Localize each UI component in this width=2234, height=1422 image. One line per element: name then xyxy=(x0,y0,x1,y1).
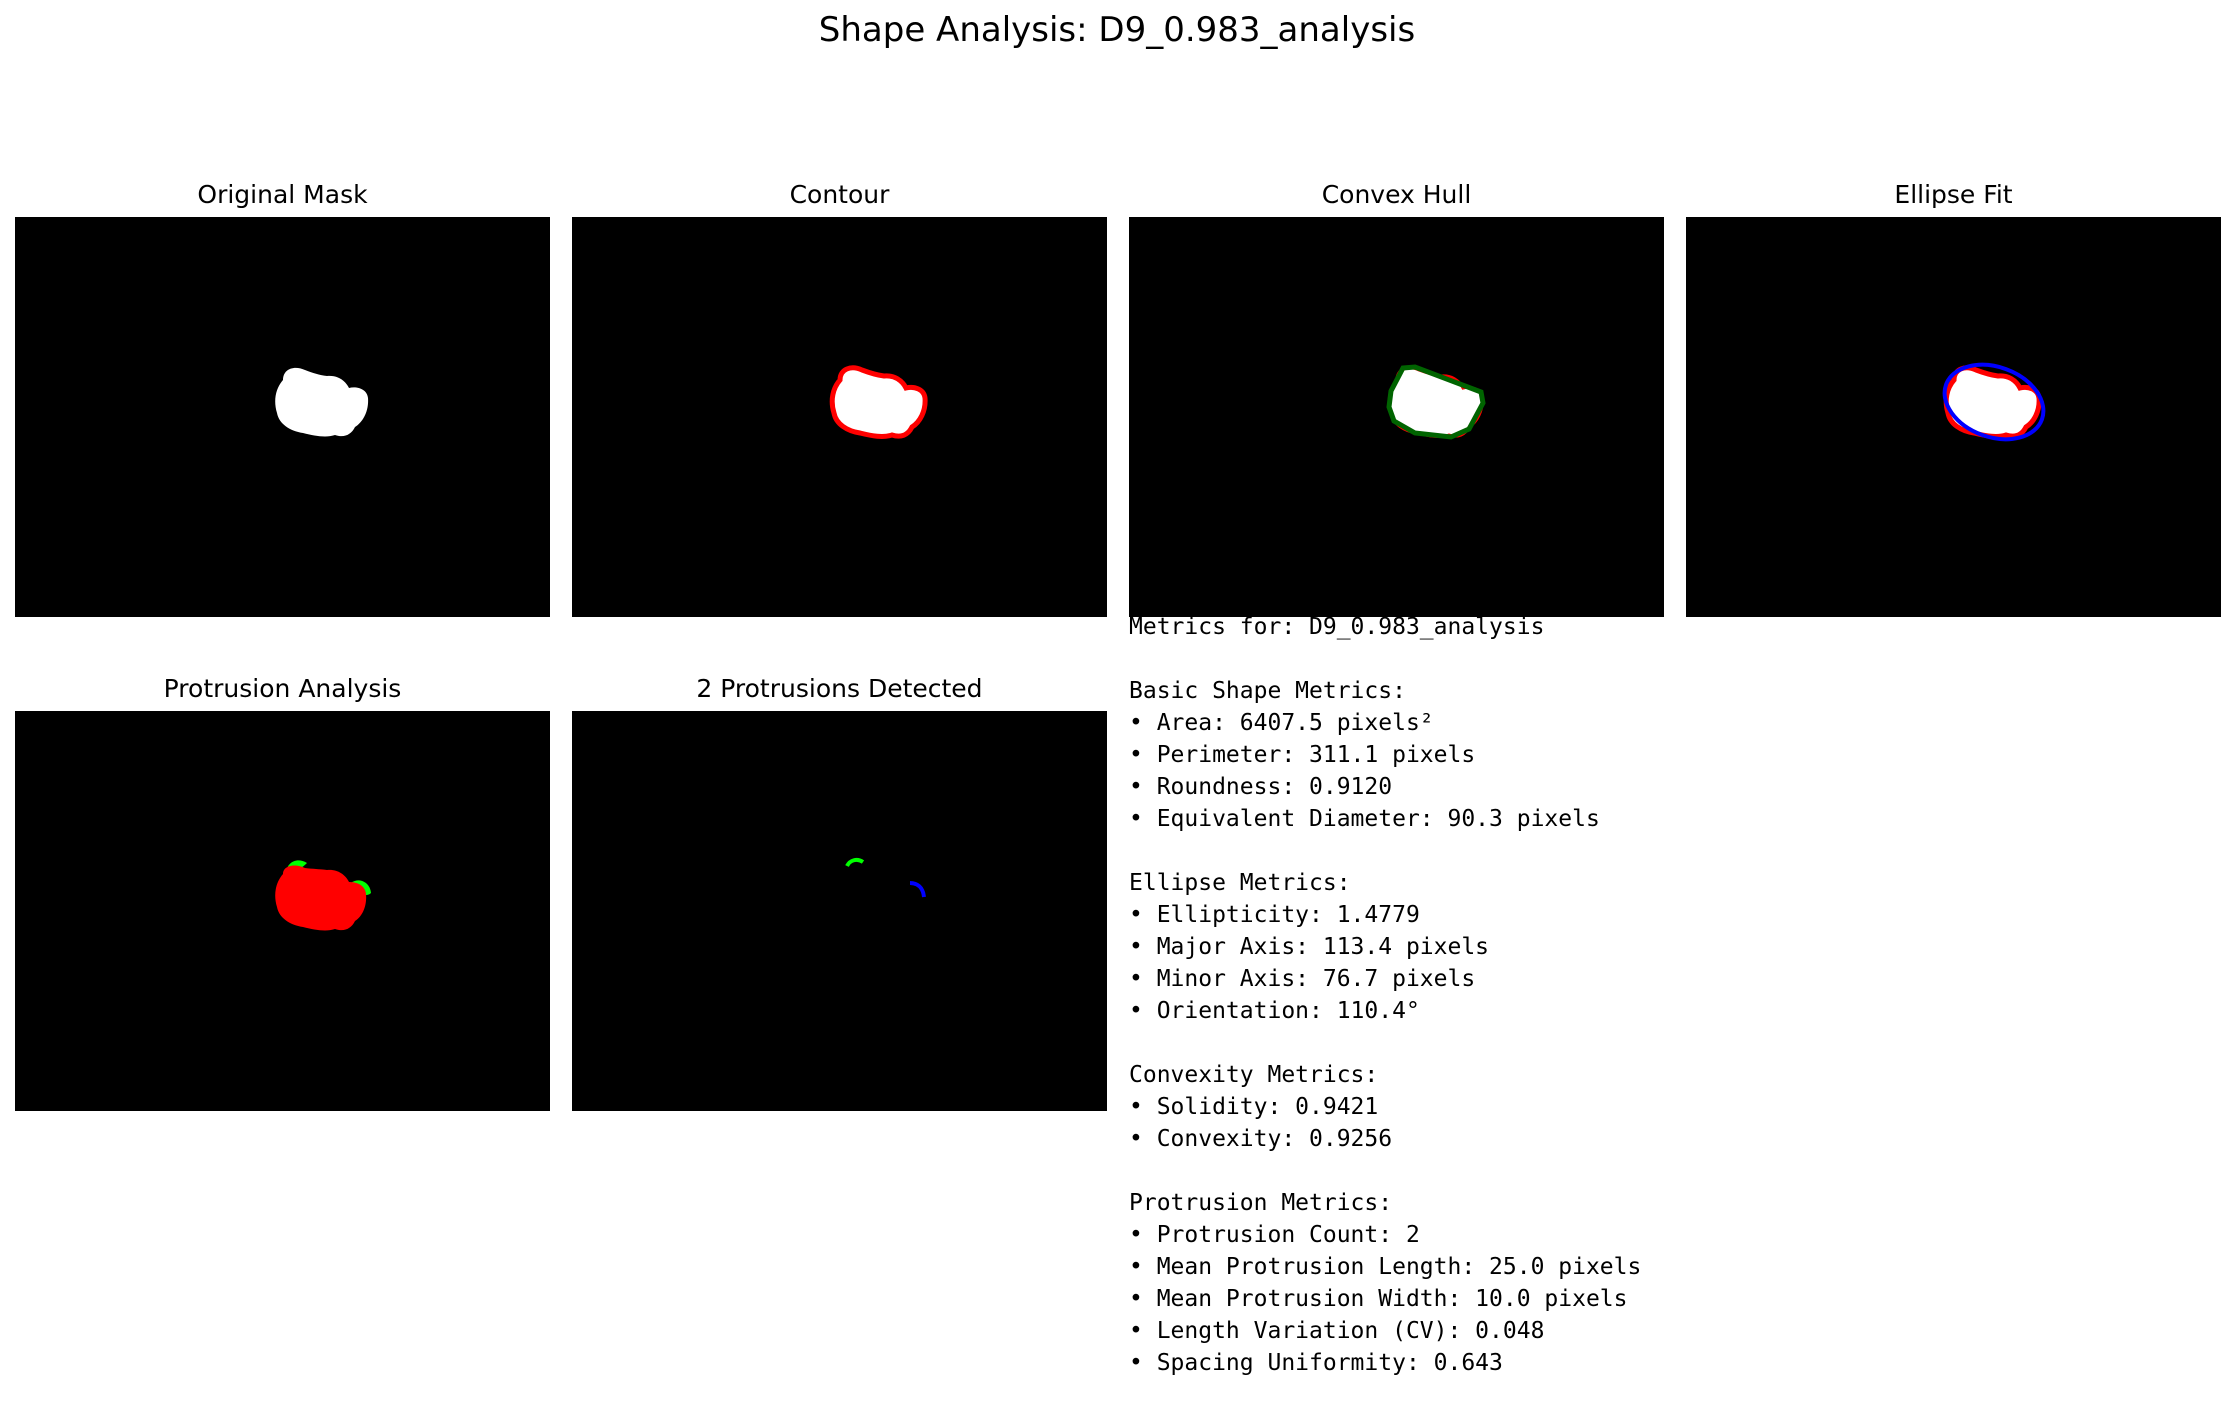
convexity-metrics-title: Convexity Metrics: xyxy=(1129,1062,1379,1088)
ellipse-mask-blob xyxy=(1943,365,2042,439)
mask-blob xyxy=(275,367,369,437)
metric-perimeter: • Perimeter: 311.1 pixels xyxy=(1129,742,1476,768)
metric-spacing-uniformity: • Spacing Uniformity: 0.643 xyxy=(1129,1350,1503,1376)
metric-mean-protrusion-width: • Mean Protrusion Width: 10.0 pixels xyxy=(1129,1286,1628,1312)
detected-protrusion-1 xyxy=(845,857,865,868)
metric-solidity: • Solidity: 0.9421 xyxy=(1129,1094,1379,1120)
metric-protrusion-count: • Protrusion Count: 2 xyxy=(1129,1222,1420,1248)
metric-major-axis: • Major Axis: 113.4 pixels xyxy=(1129,934,1490,960)
figure-title: Shape Analysis: D9_0.983_analysis xyxy=(818,10,1416,50)
basic-shape-metrics-title: Basic Shape Metrics: xyxy=(1129,678,1406,704)
body-red-blob xyxy=(275,865,367,931)
fitted-ellipse xyxy=(1942,362,2046,442)
contour-outline xyxy=(829,365,928,439)
metrics-header: Metrics for: D9_0.983_analysis xyxy=(1129,614,1545,640)
convex-hull-panel xyxy=(1129,217,1664,617)
panel-title-original-mask: Original Mask xyxy=(197,180,368,209)
metric-minor-axis: • Minor Axis: 76.7 pixels xyxy=(1129,966,1476,992)
panel-title-protrusion-analysis: Protrusion Analysis xyxy=(163,674,402,703)
protrusion-metrics-title: Protrusion Metrics: xyxy=(1129,1190,1393,1216)
metric-length-variation: • Length Variation (CV): 0.048 xyxy=(1129,1318,1545,1344)
metric-convexity: • Convexity: 0.9256 xyxy=(1129,1126,1393,1152)
protrusions-detected-panel xyxy=(572,711,1107,1111)
metric-equivalent-diameter: • Equivalent Diameter: 90.3 pixels xyxy=(1129,806,1600,832)
metric-roundness: • Roundness: 0.9120 xyxy=(1129,774,1393,800)
metric-area: • Area: 6407.5 pixels² xyxy=(1129,710,1434,736)
panel-title-protrusions-detected: 2 Protrusions Detected xyxy=(696,674,983,703)
ellipse-fit-panel xyxy=(1686,217,2221,617)
panel-title-ellipse-fit: Ellipse Fit xyxy=(1894,180,2013,209)
contour-panel xyxy=(572,217,1107,617)
detected-protrusion-2 xyxy=(909,881,926,898)
protrusion-analysis-panel xyxy=(15,711,550,1111)
ellipse-metrics-title: Ellipse Metrics: xyxy=(1129,870,1351,896)
metric-orientation: • Orientation: 110.4° xyxy=(1129,998,1420,1024)
metric-ellipticity: • Ellipticity: 1.4779 xyxy=(1129,902,1420,928)
metric-mean-protrusion-length: • Mean Protrusion Length: 25.0 pixels xyxy=(1129,1254,1642,1280)
original-mask-panel xyxy=(15,217,550,617)
panel-title-contour: Contour xyxy=(789,180,890,209)
metrics-text: Metrics for: D9_0.983_analysis Basic Sha… xyxy=(1129,611,1641,1379)
convex-hull-outline xyxy=(1386,364,1486,440)
panel-title-convex-hull: Convex Hull xyxy=(1321,180,1472,209)
